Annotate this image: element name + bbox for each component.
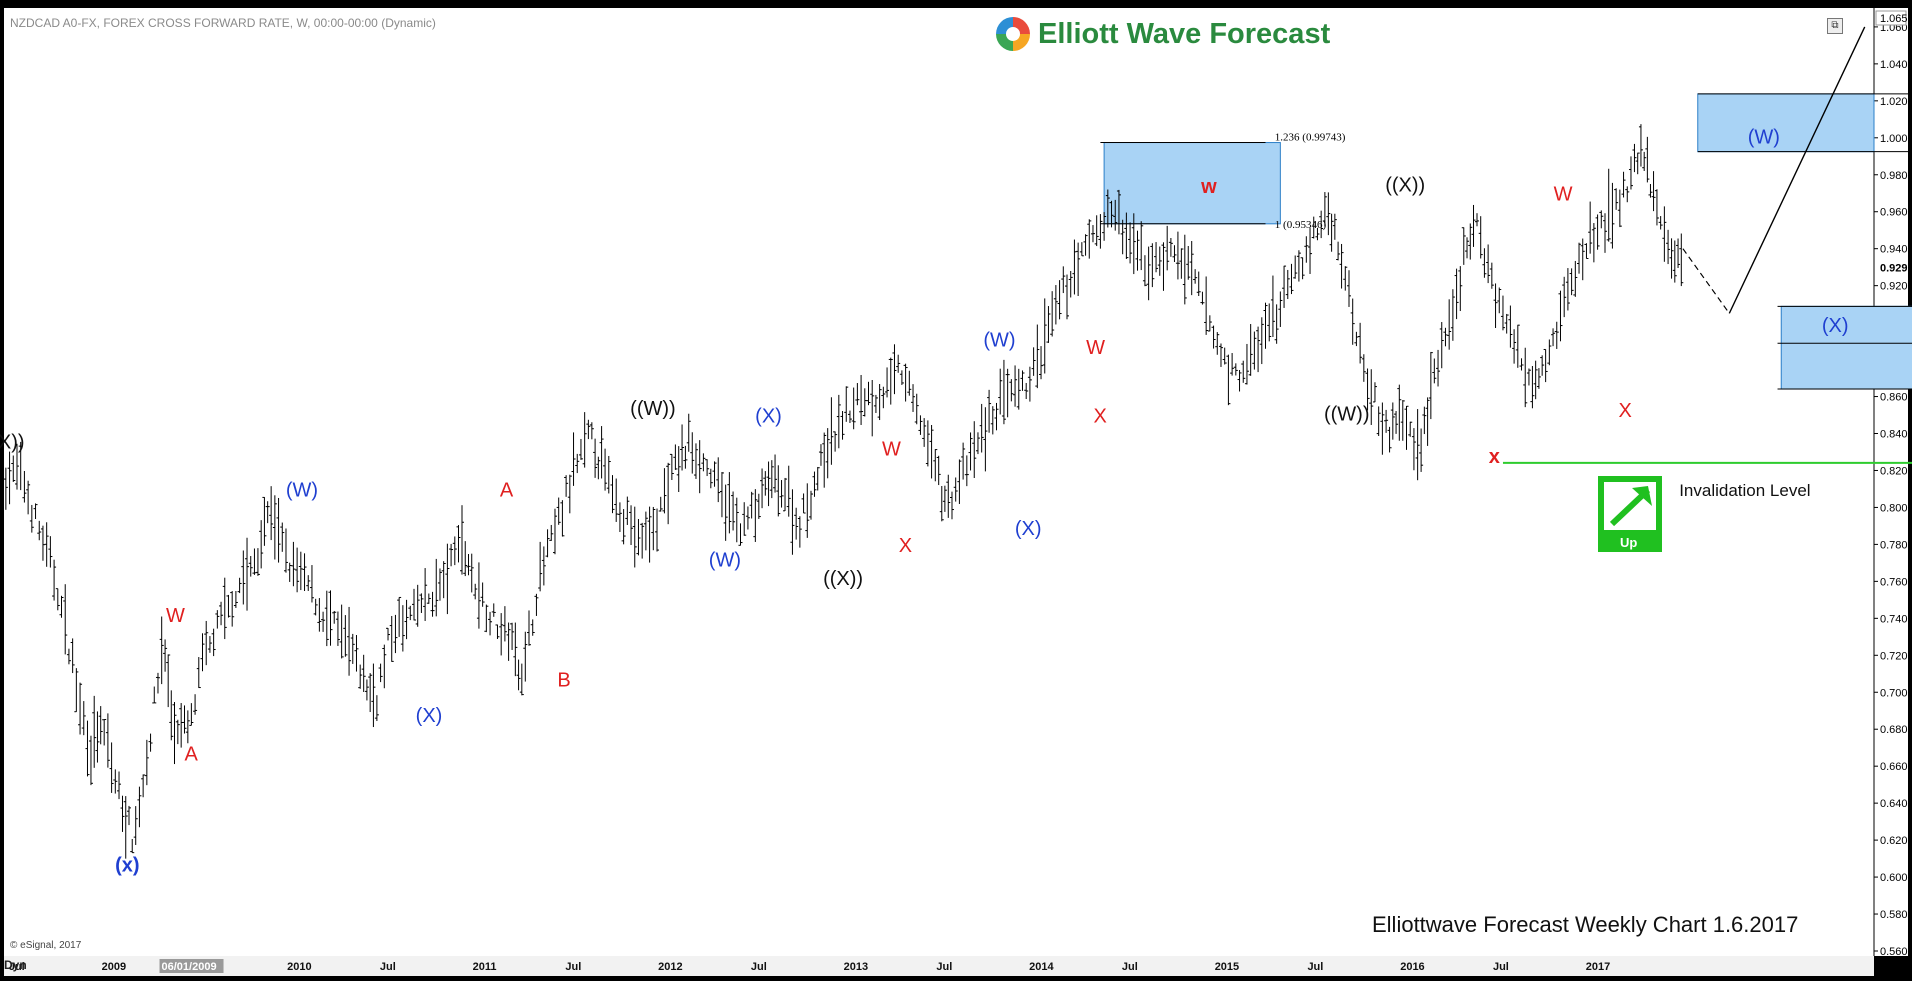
wave-label: X <box>1619 400 1632 422</box>
wave-label: W <box>1554 184 1573 206</box>
dyn-label: Dyn <box>4 958 27 972</box>
fib-2014-label: 1.236 (0.99743) <box>1275 132 1346 144</box>
x-tick-label: Jul <box>1307 961 1323 973</box>
wave-label: x <box>1489 446 1500 468</box>
fib-box-2014 <box>1103 142 1281 225</box>
wave-label: W <box>166 605 185 627</box>
copyright-text: © eSignal, 2017 <box>10 940 82 951</box>
wave-label: w <box>1200 176 1217 198</box>
wave-label: (X) <box>755 405 782 427</box>
x-tick-label: Jul <box>380 961 396 973</box>
window-restore-icon[interactable]: ⧉ <box>1827 18 1843 34</box>
wave-label: ((X)) <box>823 568 863 590</box>
wave-label: X <box>899 535 912 557</box>
projection-dashed <box>1682 248 1730 314</box>
y-tick-label: 1.06000 <box>1880 22 1912 34</box>
projection-line <box>1728 26 1866 314</box>
x-tick-label: 2011 <box>473 961 497 973</box>
up-badge-label: Up <box>1620 535 1637 550</box>
x-tick-label: 2016 <box>1400 961 1424 973</box>
wave-label: W <box>882 439 901 461</box>
wave-label: X <box>1094 405 1107 427</box>
x-tick-label: 2015 <box>1215 961 1239 973</box>
instrument-header: NZDCAD A0-FX, FOREX CROSS FORWARD RATE, … <box>10 16 436 30</box>
x-tick-label: 2013 <box>844 961 868 973</box>
wave-label: ((W)) <box>630 398 676 420</box>
x-crosshair-label-box <box>159 959 224 973</box>
logo-icon <box>996 17 1030 51</box>
wave-label: W <box>1086 337 1105 359</box>
y-axis-panel <box>1874 8 1908 956</box>
x-tick-label: 2014 <box>1029 961 1054 973</box>
fib-box-W <box>1697 93 1875 153</box>
wave-label: (X) <box>1822 315 1849 337</box>
wave-label: (W) <box>709 550 741 572</box>
fib-box-X <box>1780 305 1912 390</box>
y-tick-label: 1.02000 <box>1880 96 1912 108</box>
x-axis-panel <box>4 956 1874 976</box>
wave-label: ((X)) <box>1385 174 1425 196</box>
wave-label: A <box>500 479 514 501</box>
fib-2014-label: 1 (0.95346) <box>1275 219 1327 231</box>
x-tick-label: Jul <box>565 961 581 973</box>
wave-label: A <box>185 744 199 766</box>
wave-label: ((W)) <box>1324 404 1370 426</box>
wave-label: (x) <box>115 855 139 877</box>
brand-logo: Elliott Wave Forecast <box>996 14 1330 54</box>
chart-footer-title: Elliottwave Forecast Weekly Chart 1.6.20… <box>1372 912 1799 937</box>
invalidation-text: Invalidation Level <box>1679 481 1810 500</box>
x-tick-label: 2012 <box>658 961 682 973</box>
x-tick-label: 2010 <box>287 961 311 973</box>
wave-label: (W) <box>1748 126 1780 148</box>
x-tick-label: Jul <box>1122 961 1138 973</box>
x-tick-label: 06/01/2009 <box>162 961 217 973</box>
x-tick-label: Jul <box>936 961 952 973</box>
current-price-label: 0.92977 <box>1880 263 1912 275</box>
x-tick-label: Jul <box>1493 961 1509 973</box>
wave-label: (X) <box>416 705 443 727</box>
y-tick-label: 0.56000 <box>1880 946 1912 958</box>
up-arrow-head-icon <box>1632 486 1652 506</box>
x-tick-label: Jul <box>9 961 25 973</box>
x-tick-label: 2017 <box>1586 961 1610 973</box>
x-tick-label: Jul <box>751 961 767 973</box>
wave-label: (W) <box>983 330 1015 352</box>
wave-label: ((X)) <box>0 431 25 453</box>
ohlc-bars <box>3 124 1684 859</box>
y-tick-label: 1.04000 <box>1880 59 1912 71</box>
logo-text: Elliott Wave Forecast <box>1038 17 1331 50</box>
wave-label: B <box>557 670 570 692</box>
x-tick-label: 2009 <box>102 961 126 973</box>
last-price-box <box>1875 10 1907 26</box>
wave-label: (X) <box>1015 518 1042 540</box>
wave-label: (W) <box>286 479 318 501</box>
